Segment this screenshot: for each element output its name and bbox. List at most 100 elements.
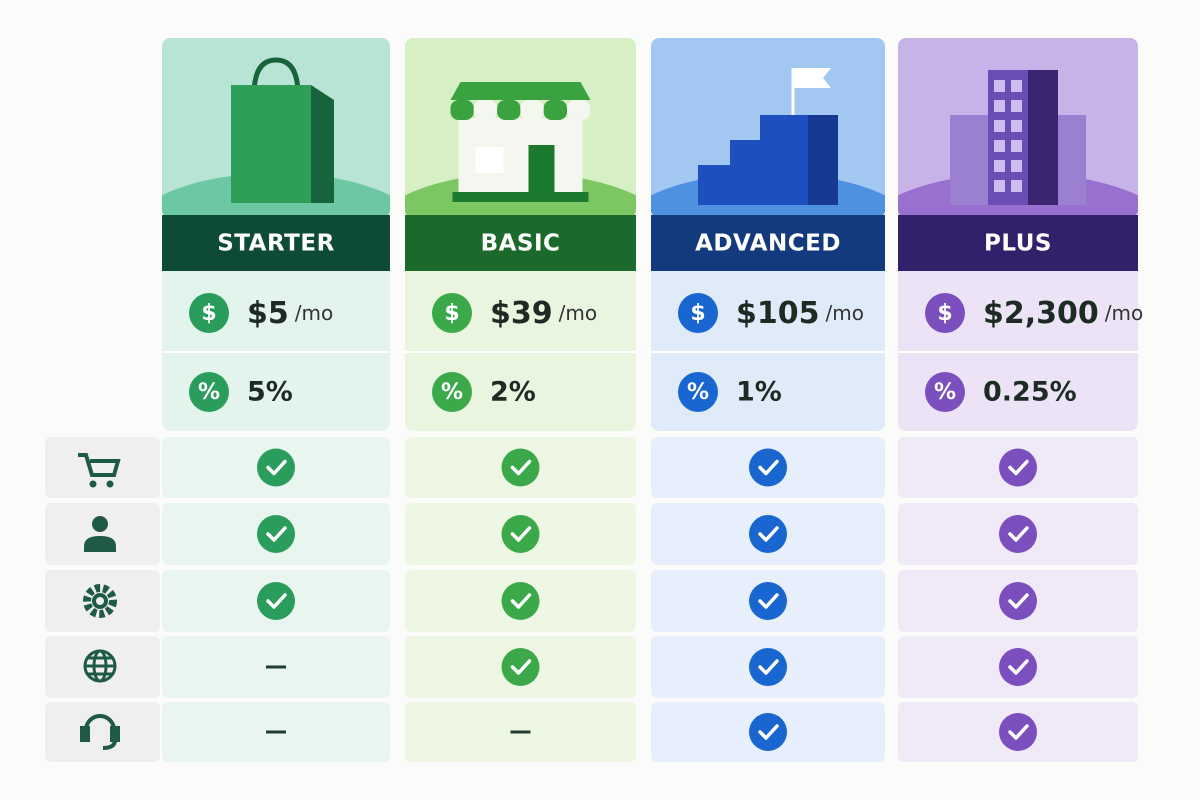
window: [994, 80, 1005, 92]
check-bg: [749, 713, 787, 751]
hill: [162, 173, 390, 218]
check-bg: [257, 448, 295, 487]
awning-stripe: [543, 100, 567, 120]
price: $5: [247, 296, 289, 331]
check-mark: [1008, 724, 1029, 740]
plan-column: ADVANCED $ $105/mo% 1%: [651, 38, 885, 762]
window: [1011, 120, 1022, 132]
check-mark: [510, 659, 532, 675]
window: [994, 140, 1005, 152]
fee-icon: %: [198, 380, 220, 405]
feature-icons: [45, 437, 160, 762]
window: [1011, 80, 1022, 92]
plan-column: BASIC $ $39/mo% 2%: [405, 38, 636, 762]
bag-side: [311, 85, 334, 203]
fee-icon-bg: [925, 372, 965, 412]
step-side: [808, 115, 838, 205]
plan-name: PLUS: [984, 231, 1052, 257]
check-mark: [266, 459, 287, 476]
shop-base: [452, 192, 589, 202]
transaction-fee: 5%: [247, 377, 293, 408]
name-band: [405, 215, 636, 271]
name-band: [651, 215, 885, 271]
plan-name: STARTER: [217, 231, 335, 257]
check-bg: [749, 648, 787, 686]
plan-columns: STARTER $ $5/mo% 5% BASIC $ $39/mo% 2% ADVANCED $…: [162, 38, 1143, 762]
check-bg: [749, 515, 787, 553]
plan-illustration: [405, 38, 636, 218]
price-unit: /mo: [295, 301, 333, 325]
check-mark: [1008, 659, 1029, 675]
price-line: $105/mo: [736, 296, 864, 331]
check-bg: [501, 648, 540, 686]
awning-stripe: [497, 100, 521, 120]
check-mark: [758, 659, 779, 675]
price-line: $2,300/mo: [983, 296, 1143, 331]
awning-stripe: [567, 100, 591, 120]
awning-stripe: [520, 100, 544, 120]
price-unit: /mo: [1105, 301, 1143, 325]
bag: [231, 85, 311, 203]
window: [994, 120, 1005, 132]
bag-strap: [251, 57, 301, 96]
price-unit: /mo: [826, 301, 864, 325]
cart-icon: [78, 453, 121, 488]
price-icon-bg: [678, 293, 718, 333]
fee-icon-bg: [432, 372, 472, 412]
check-bg: [257, 515, 295, 553]
transaction-fee: 0.25%: [983, 377, 1077, 408]
hill: [405, 173, 636, 218]
price: $2,300: [983, 296, 1099, 331]
settings-icon: [83, 584, 117, 618]
check-mark: [266, 593, 287, 609]
fee-icon: %: [441, 380, 463, 405]
price-icon: $: [690, 301, 705, 326]
fee-icon: %: [687, 380, 709, 405]
door: [528, 145, 555, 193]
check-mark: [758, 526, 779, 542]
fee-icon-bg: [678, 372, 718, 412]
price-line: $39/mo: [490, 296, 597, 331]
check-bg: [999, 648, 1037, 686]
awning-stripe: [450, 100, 474, 120]
check-mark: [758, 459, 779, 476]
check-bg: [257, 582, 295, 620]
price-icon: $: [201, 301, 216, 326]
flag: [793, 68, 831, 88]
check-mark: [1008, 526, 1029, 542]
check-mark: [758, 593, 779, 609]
window: [994, 160, 1005, 172]
hill: [651, 173, 885, 218]
window: [1011, 160, 1022, 172]
price-icon-bg: [925, 293, 965, 333]
price-icon: $: [444, 301, 459, 326]
window: [1011, 100, 1022, 112]
window: [1011, 140, 1022, 152]
transaction-fee: 1%: [736, 377, 782, 408]
window: [994, 180, 1005, 192]
fee-icon: %: [934, 380, 956, 405]
check-mark: [266, 526, 287, 542]
hill: [898, 173, 1138, 218]
price-icon-bg: [189, 293, 229, 333]
plan-illustration: [651, 38, 885, 218]
building-side: [1028, 70, 1058, 205]
window: [475, 147, 504, 173]
plan-column: PLUS $ $2,300/mo% 0.25%: [898, 38, 1143, 762]
plan-column: STARTER $ $5/mo% 5%: [162, 38, 390, 762]
plan-name: ADVANCED: [695, 231, 841, 257]
price-line: $5/mo: [247, 296, 333, 331]
transaction-fee: 2%: [490, 377, 536, 408]
check-bg: [999, 582, 1037, 620]
price-unit: /mo: [559, 301, 597, 325]
check-bg: [999, 448, 1037, 487]
fee-icon-bg: [189, 372, 229, 412]
globe-icon: [83, 649, 117, 683]
check-mark: [510, 459, 532, 476]
support-icon: [80, 714, 120, 750]
price: $105: [736, 296, 820, 331]
awning-top: [450, 82, 591, 100]
check-bg: [501, 582, 540, 620]
name-band: [162, 215, 390, 271]
